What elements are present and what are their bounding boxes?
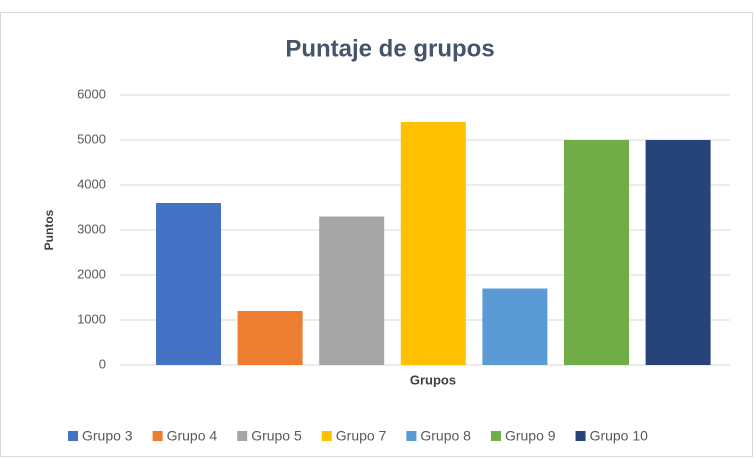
legend-label: Grupo 7 <box>336 428 387 444</box>
bar <box>319 216 385 365</box>
legend-swatch <box>321 431 332 441</box>
legend-swatch <box>152 431 163 441</box>
y-tick-label: 3000 <box>77 221 106 236</box>
bar <box>482 288 548 365</box>
legend-swatch <box>406 431 417 441</box>
y-tick-label: 5000 <box>77 131 106 146</box>
y-tick-label: 1000 <box>77 311 106 326</box>
y-tick-label: 0 <box>99 356 106 371</box>
bar <box>564 140 629 365</box>
y-tick-label: 4000 <box>77 176 106 191</box>
legend-label: Grupo 8 <box>420 428 471 444</box>
legend-label: Grupo 5 <box>251 428 302 444</box>
legend-label: Grupo 3 <box>82 428 133 444</box>
legend-label: Grupo 4 <box>167 428 218 444</box>
chart-title: Puntaje de grupos <box>285 35 494 62</box>
legend-label: Grupo 9 <box>505 428 556 444</box>
legend-swatch <box>68 431 78 441</box>
legend-swatch <box>237 431 248 441</box>
bar <box>645 140 711 365</box>
x-axis-label: Grupos <box>410 372 456 387</box>
y-tick-label: 2000 <box>77 266 106 281</box>
legend-swatch <box>490 431 501 441</box>
bar <box>156 203 221 365</box>
bar <box>237 311 303 365</box>
legend-label: Grupo 10 <box>590 428 649 444</box>
y-tick-label: 6000 <box>77 86 106 101</box>
y-axis-label: Puntos <box>42 209 56 250</box>
legend-swatch <box>575 431 586 441</box>
bar <box>400 122 466 365</box>
